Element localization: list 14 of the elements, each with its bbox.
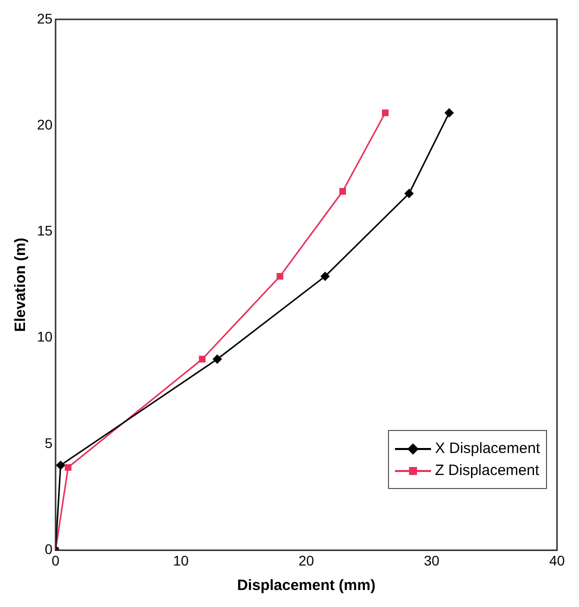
x-axis-title: Displacement (mm) bbox=[237, 577, 376, 594]
y-tick-label: 20 bbox=[36, 116, 53, 132]
legend-label: Z Displacement bbox=[434, 462, 540, 480]
x-tick-label: 10 bbox=[173, 552, 189, 568]
y-tick-label: 0 bbox=[44, 541, 53, 558]
y-tick-label: 15 bbox=[36, 222, 53, 239]
x-tick-label: 20 bbox=[298, 552, 314, 568]
legend-label: X Displacement bbox=[434, 440, 540, 458]
y-tick-label: 10 bbox=[36, 328, 53, 345]
x-tick-label: 30 bbox=[424, 552, 440, 568]
x-tick-label: 40 bbox=[549, 552, 565, 568]
y-axis-title: Elevation (m) bbox=[12, 238, 30, 332]
y-tick-label: 5 bbox=[44, 434, 53, 451]
y-tick-label: 25 bbox=[36, 10, 53, 26]
